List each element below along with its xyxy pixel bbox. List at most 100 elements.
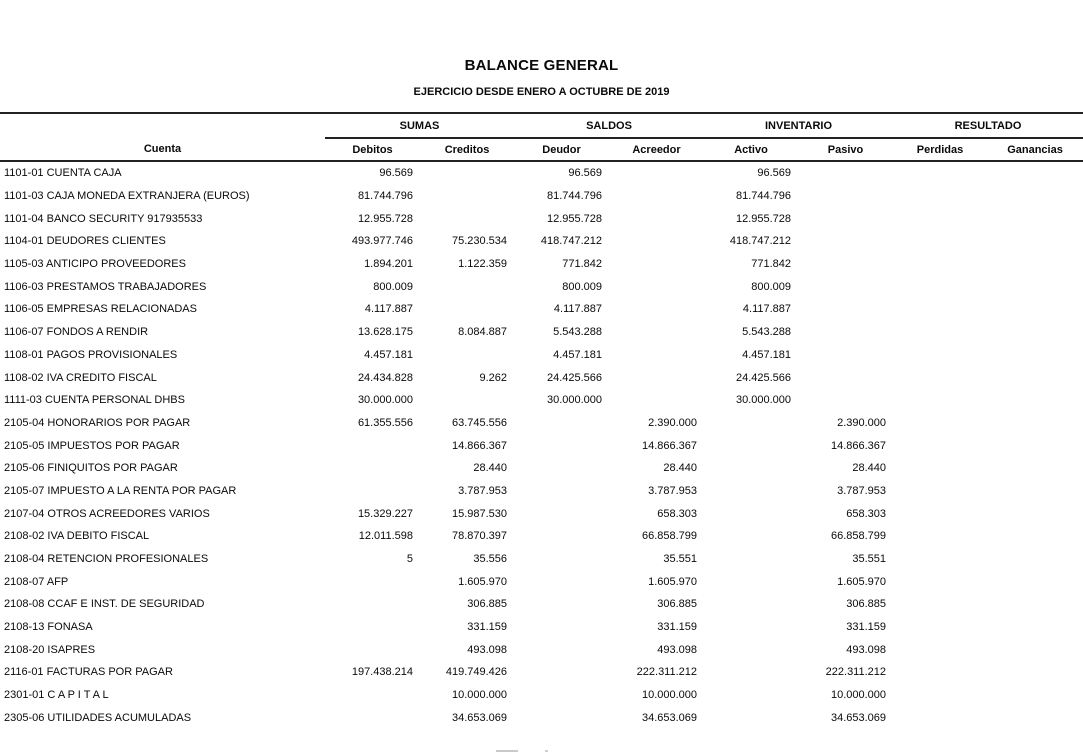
value-cell: [798, 161, 893, 185]
report-title: BALANCE GENERAL: [464, 57, 619, 74]
value-cell: 75.230.534: [451, 235, 508, 248]
table-row: 2108-13 FONASA 331.159 331.159 331.159: [0, 616, 1083, 639]
value-cell: 5.543.288: [553, 326, 603, 339]
value-cell: [514, 570, 609, 593]
value-cell: 81.744.796: [735, 190, 792, 203]
value-cell: [609, 230, 704, 253]
value-cell: [609, 275, 704, 298]
value-cell: [609, 389, 704, 412]
value-cell: [893, 707, 987, 730]
column-group-sumas: SUMAS: [325, 112, 515, 139]
table-row: 2105-04 HONORARIOS POR PAGAR 61.355.556 63…: [0, 412, 1083, 435]
value-cell: [987, 570, 1083, 593]
account-cell: 2105-04 HONORARIOS POR PAGAR: [4, 416, 191, 429]
value-cell: 1.894.201: [364, 258, 413, 271]
table-row: 1106-03 PRESTAMOS TRABAJADORES 800.009 800…: [0, 275, 1083, 298]
value-cell: [704, 502, 798, 525]
table-row: 1106-07 FONDOS A RENDIR 13.628.175 8.084.8…: [0, 321, 1083, 344]
value-cell: [893, 570, 987, 593]
table-row: 2105-06 FINIQUITOS POR PAGAR 28.440 28.440…: [0, 457, 1083, 480]
value-cell: 5.543.288: [742, 326, 792, 339]
value-cell: [893, 185, 987, 208]
value-cell: [798, 253, 893, 276]
value-cell: [325, 570, 420, 593]
account-cell: 1104-01 DEUDORES CLIENTES: [4, 235, 166, 248]
value-cell: [987, 321, 1083, 344]
column-header-creditos: Creditos: [420, 138, 515, 162]
table-row: 2305-06 UTILIDADES ACUMULADAS 34.653.069 3…: [0, 707, 1083, 730]
value-cell: [893, 616, 987, 639]
value-cell: [704, 593, 798, 616]
account-cell: 2105-06 FINIQUITOS POR PAGAR: [4, 462, 178, 475]
value-cell: [798, 344, 893, 367]
value-cell: 10.000.000: [451, 689, 508, 702]
value-cell: 24.434.828: [357, 371, 413, 384]
value-cell: [704, 661, 798, 684]
value-cell: 10.000.000: [830, 689, 887, 702]
table-row: 1106-05 EMPRESAS RELACIONADAS 4.117.887 4.…: [0, 298, 1083, 321]
account-cell: 1108-01 PAGOS PROVISIONALES: [4, 348, 178, 361]
value-cell: [798, 230, 893, 253]
value-cell: [893, 253, 987, 276]
value-cell: [987, 207, 1083, 230]
value-cell: [893, 684, 987, 707]
clipped-footer-fragment: [545, 750, 548, 752]
value-cell: 418.747.212: [540, 235, 603, 248]
value-cell: 28.440: [473, 462, 508, 475]
value-cell: 96.569: [568, 167, 603, 180]
account-cell: 1106-03 PRESTAMOS TRABAJADORES: [4, 280, 207, 293]
value-cell: 1.605.970: [837, 575, 887, 588]
column-group-saldos: SALDOS: [514, 112, 705, 139]
value-cell: 493.098: [846, 643, 887, 656]
value-cell: [420, 344, 514, 367]
value-cell: [609, 253, 704, 276]
value-cell: [987, 412, 1083, 435]
value-cell: [798, 275, 893, 298]
account-cell: 2107-04 OTROS ACREEDORES VARIOS: [4, 507, 210, 520]
value-cell: 4.457.181: [553, 348, 603, 361]
value-cell: [987, 253, 1083, 276]
value-cell: [325, 480, 420, 503]
column-header-perdidas: Perdidas: [893, 138, 988, 162]
value-cell: [514, 661, 609, 684]
account-cell: 2105-07 IMPUESTO A LA RENTA POR PAGAR: [4, 484, 237, 497]
value-cell: [893, 298, 987, 321]
value-cell: 35.556: [473, 553, 508, 566]
value-cell: [987, 298, 1083, 321]
table-row: 1101-04 BANCO SECURITY 917935533 12.955.7…: [0, 207, 1083, 230]
column-header-row: Cuenta Debitos Creditos Deudor Acreedor …: [0, 138, 1083, 162]
value-cell: [987, 457, 1083, 480]
table-row: 2108-08 CCAF E INST. DE SEGURIDAD 306.885…: [0, 593, 1083, 616]
value-cell: 12.011.598: [358, 530, 413, 543]
value-cell: 4.117.887: [553, 303, 603, 316]
value-cell: [798, 298, 893, 321]
value-cell: 14.866.367: [641, 439, 698, 452]
value-cell: 493.098: [467, 643, 508, 656]
value-cell: 30.000.000: [357, 394, 413, 407]
value-cell: [893, 593, 987, 616]
value-cell: 35.551: [663, 553, 698, 566]
table-row: 1101-01 CUENTA CAJA 96.569 96.569 96.569: [0, 161, 1083, 185]
value-cell: 2.390.000: [648, 416, 698, 429]
value-cell: 24.425.566: [546, 371, 603, 384]
value-cell: [514, 502, 609, 525]
account-cell: 1101-01 CUENTA CAJA: [4, 167, 122, 180]
value-cell: 3.787.953: [837, 484, 887, 497]
value-cell: 13.628.175: [357, 326, 413, 339]
value-cell: 800.009: [562, 280, 603, 293]
value-cell: 14.866.367: [451, 439, 508, 452]
account-cell: 1108-02 IVA CREDITO FISCAL: [4, 371, 157, 384]
value-cell: [704, 638, 798, 661]
value-cell: 3.787.953: [458, 484, 508, 497]
column-header-acreedor: Acreedor: [609, 138, 705, 162]
value-cell: [987, 230, 1083, 253]
value-cell: [514, 412, 609, 435]
table-body: 1101-01 CUENTA CAJA 96.569 96.569 96.569 110…: [0, 161, 1083, 729]
value-cell: [987, 366, 1083, 389]
table-row: 2108-04 RETENCION PROFESIONALES 5 35.556 35…: [0, 548, 1083, 571]
value-cell: [987, 185, 1083, 208]
value-cell: [893, 548, 987, 571]
value-cell: 8.084.887: [458, 326, 508, 339]
value-cell: [704, 616, 798, 639]
